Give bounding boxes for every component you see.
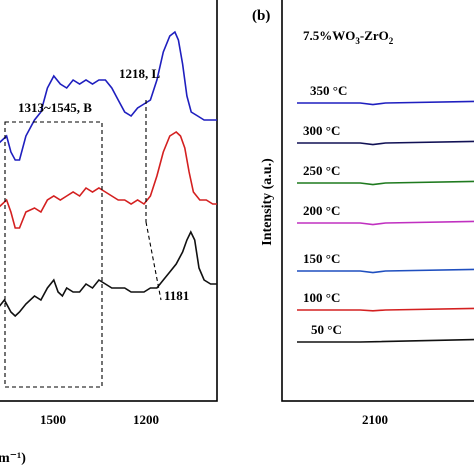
panel-b-series-6-line xyxy=(297,307,474,312)
panel-b-series-3-line xyxy=(297,180,474,186)
panel-b-traces xyxy=(297,100,474,343)
panel-b-title-rest: -ZrO xyxy=(360,28,389,43)
panel-b-y-axis-title: Intensity (a.u.) xyxy=(260,158,275,246)
panel-b-title-main: 7.5%WO xyxy=(303,28,355,43)
panel-a: 1313~1545, B 1218, L 1181 1500 1200 m⁻¹) xyxy=(0,0,218,466)
panel-b-temperature-label: 100 °C xyxy=(303,290,340,305)
panel-a-x-tick-1500: 1500 xyxy=(40,412,66,427)
panel-b-title-sub3: 3 xyxy=(355,36,360,46)
peak-shift-dashed-line xyxy=(145,221,162,301)
panel-b-series-2-line xyxy=(297,140,474,146)
panel-b-frame xyxy=(281,0,474,402)
panel-b-series-1-line xyxy=(297,100,474,106)
panel-a-x-axis-title-fragment: m⁻¹) xyxy=(0,451,26,466)
panel-b-series-4-line xyxy=(297,220,474,226)
panel-b-title-sub2: 2 xyxy=(389,36,394,46)
panel-b: (b) 7.5%WO3-ZrO2 Intensity (a.u.) 350 °C… xyxy=(252,0,474,427)
panel-a-series-3-line xyxy=(0,230,217,318)
bronsted-region-box xyxy=(4,121,103,388)
peak-1181-annotation: 1181 xyxy=(164,288,189,303)
panel-b-temperature-labels: 350 °C 300 °C 250 °C 200 °C 150 °C 100 °C 50 °… xyxy=(303,83,347,337)
panel-b-temperature-label: 50 °C xyxy=(311,322,342,337)
panel-b-temperature-label: 150 °C xyxy=(303,251,340,266)
panel-b-temperature-label: 350 °C xyxy=(310,83,347,98)
panel-b-temperature-label: 200 °C xyxy=(303,203,340,218)
peak-l-annotation: 1218, L xyxy=(119,66,161,81)
panel-b-series-7-line xyxy=(297,338,474,343)
panel-b-temperature-label: 300 °C xyxy=(303,123,340,138)
panel-a-x-tick-1200: 1200 xyxy=(133,412,159,427)
panel-a-traces xyxy=(0,30,217,318)
panel-b-x-tick-2100: 2100 xyxy=(362,412,388,427)
panel-b-title: 7.5%WO3-ZrO2 xyxy=(303,28,394,46)
region-b-annotation: 1313~1545, B xyxy=(18,100,92,115)
panel-b-series-5-line xyxy=(297,268,474,274)
panel-a-series-2-line xyxy=(0,130,217,229)
panel-b-temperature-label: 250 °C xyxy=(303,163,340,178)
panel-a-series-1-line xyxy=(0,30,217,161)
panel-b-label: (b) xyxy=(252,8,270,24)
panel-a-frame xyxy=(0,0,218,402)
